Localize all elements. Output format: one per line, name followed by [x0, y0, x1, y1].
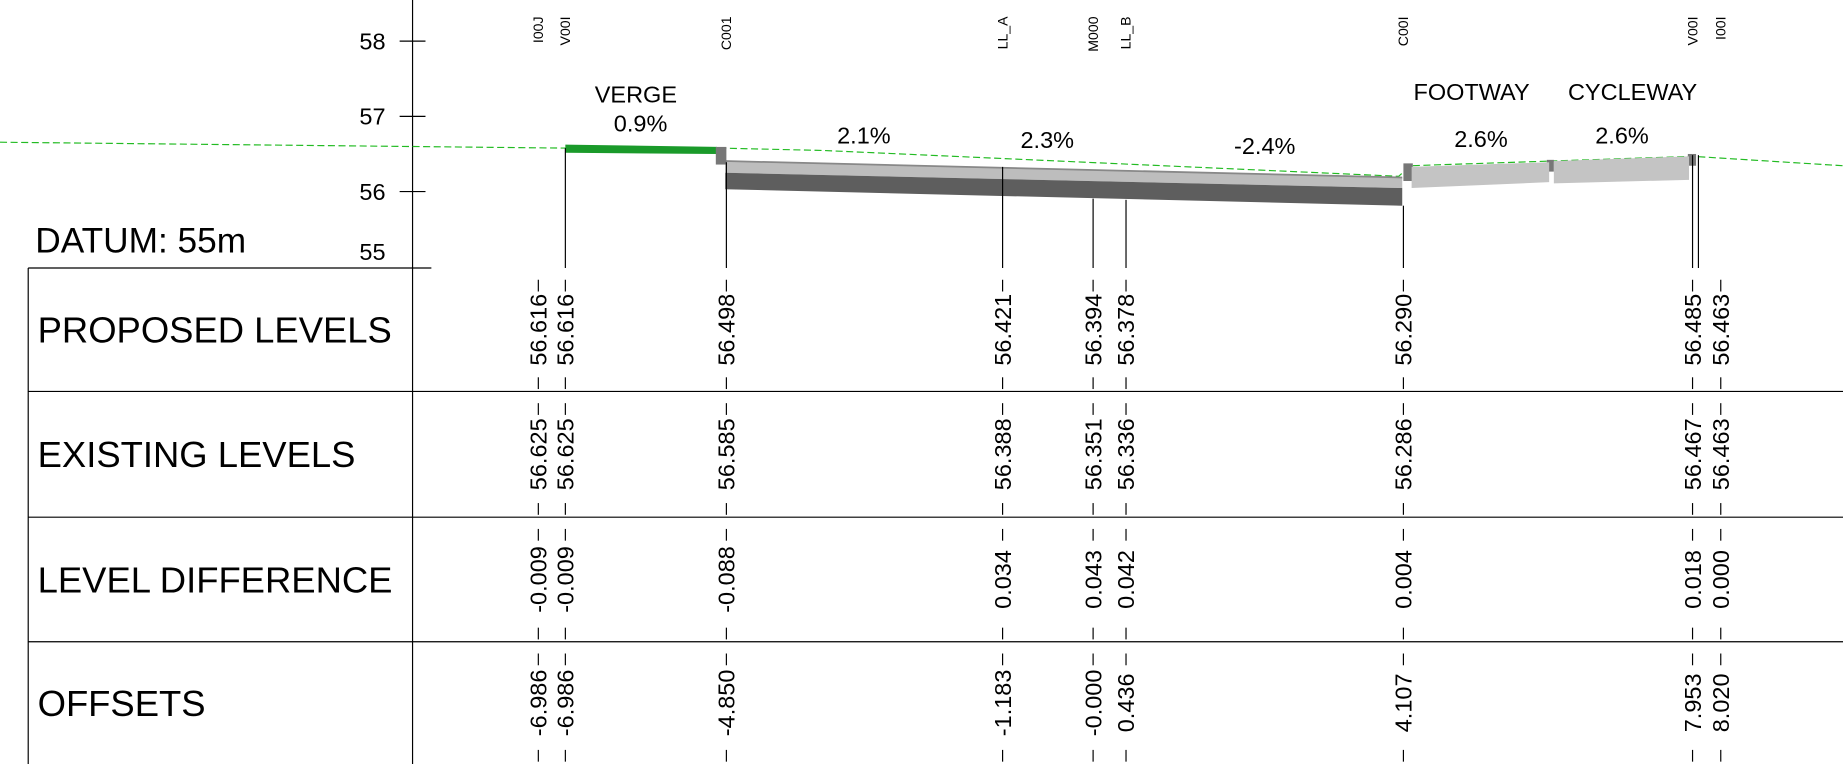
table-value: 56.336	[1113, 418, 1139, 490]
annotation: 2.6%	[1454, 126, 1508, 152]
point-label: I00I	[1712, 16, 1728, 40]
table-value: 0.004	[1391, 550, 1417, 609]
table-value: -4.850	[714, 670, 740, 737]
table-value: 56.290	[1391, 294, 1417, 366]
annotation: CYCLEWAY	[1568, 79, 1698, 105]
annotation: 0.9%	[614, 111, 668, 137]
annotation: 2.1%	[837, 122, 891, 148]
datum-label: DATUM: 55m	[35, 222, 246, 261]
table-value: -1.183	[990, 670, 1016, 737]
kerb	[1546, 159, 1554, 172]
annotation: 2.6%	[1595, 122, 1649, 148]
row-label: EXISTING LEVELS	[38, 434, 356, 475]
point-label: LL_B	[1118, 16, 1134, 49]
table-value: 0.043	[1080, 550, 1106, 609]
point-label: C00I	[1395, 16, 1411, 46]
axis-tick-label: 57	[359, 104, 385, 130]
table-value: -0.088	[714, 546, 740, 613]
table-value: 56.421	[990, 294, 1016, 366]
annotation: 2.3%	[1020, 127, 1074, 153]
axis-tick-label: 55	[359, 239, 385, 265]
verge	[565, 144, 717, 154]
cycleway	[1553, 156, 1690, 184]
table-value: 7.953	[1680, 673, 1706, 732]
axis-tick-label: 58	[359, 28, 385, 54]
table-value: 0.034	[990, 550, 1016, 609]
table-value: 56.625	[526, 418, 552, 490]
surface-layer	[725, 161, 1403, 189]
table-value: 56.388	[990, 418, 1016, 490]
base-layer	[725, 172, 1403, 206]
table-value: 56.616	[526, 294, 552, 366]
annotation: VERGE	[595, 81, 677, 107]
table-value: 56.625	[553, 418, 579, 490]
table-value: -0.009	[553, 546, 579, 613]
point-label: V00I	[1684, 16, 1700, 45]
point-label: LL_A	[994, 16, 1010, 50]
table-value: 56.616	[553, 294, 579, 366]
table-value: 56.286	[1391, 418, 1417, 490]
annotation: FOOTWAY	[1413, 79, 1530, 105]
table-value: 8.020	[1708, 673, 1734, 732]
table-value: 0.018	[1680, 550, 1706, 609]
surface-line	[725, 160, 1403, 179]
row-label: LEVEL DIFFERENCE	[38, 559, 393, 600]
point-label: C001	[718, 16, 734, 50]
point-label: V00I	[557, 16, 573, 45]
table-value: 56.485	[1680, 294, 1706, 366]
table-value: -6.986	[553, 670, 579, 737]
table-value: 56.394	[1080, 294, 1106, 366]
table-value: 4.107	[1391, 673, 1417, 732]
table-value: 56.585	[714, 418, 740, 490]
table-value: -0.000	[1080, 670, 1106, 737]
table-value: 0.436	[1113, 673, 1139, 732]
row-label: OFFSETS	[38, 683, 206, 724]
row-label: PROPOSED LEVELS	[38, 310, 392, 351]
table-value: -0.009	[526, 546, 552, 613]
kerb	[715, 146, 727, 165]
table-value: -6.986	[526, 670, 552, 737]
table-value: 56.498	[714, 294, 740, 366]
point-label: M000	[1085, 16, 1101, 51]
axis-tick-label: 56	[359, 179, 385, 205]
table-value: 0.042	[1113, 550, 1139, 609]
generated: 58 57 56 55 I00J V00I C001 LL_A M000 LL_B C00I V00I…	[28, 16, 1843, 762]
kerb	[1403, 163, 1413, 182]
annotation: -2.4%	[1234, 133, 1295, 159]
table-value: 56.378	[1113, 294, 1139, 366]
table-value: 0.000	[1708, 550, 1734, 609]
footway	[1411, 162, 1550, 189]
table-value: 56.463	[1708, 294, 1734, 366]
table-value: 56.463	[1708, 418, 1734, 490]
point-label: I00J	[530, 16, 546, 43]
table-value: 56.351	[1080, 418, 1106, 490]
table-value: 56.467	[1680, 418, 1706, 490]
